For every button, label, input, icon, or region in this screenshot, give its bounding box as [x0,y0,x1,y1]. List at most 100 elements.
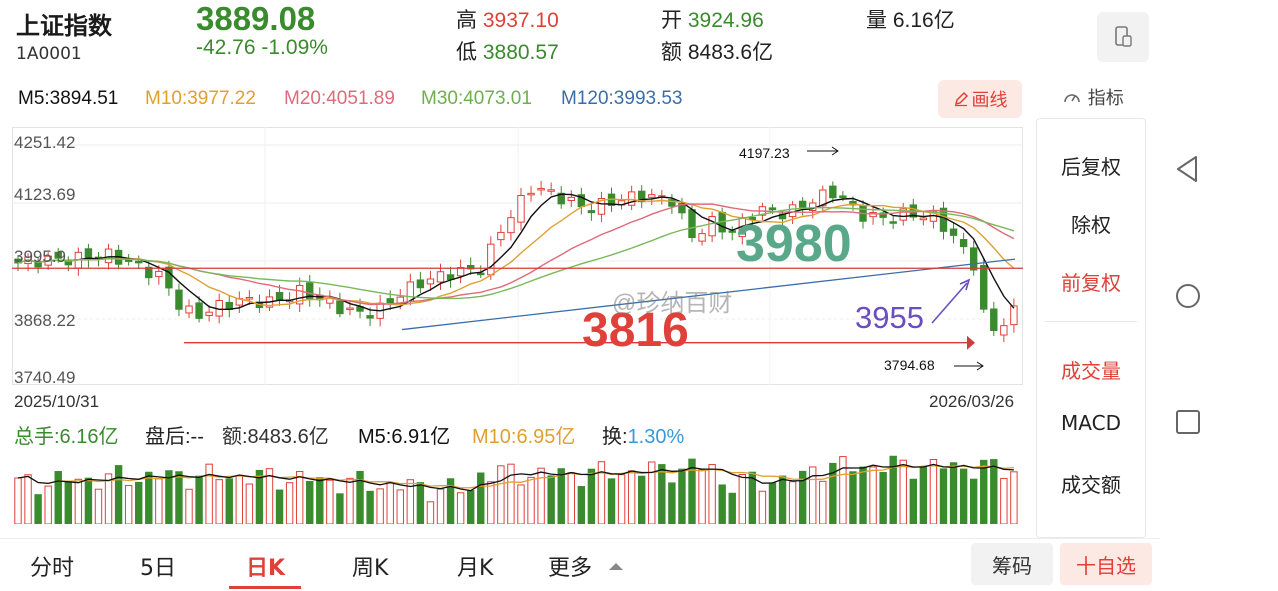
volume-bar [1000,477,1008,524]
volume-bar [708,464,716,524]
high-mark-label: 4197.23 [739,145,790,161]
y-tick-5: 3740.49 [14,368,76,387]
back-icon[interactable] [1172,153,1204,185]
volume-bar [648,461,656,524]
vol-after-hours: 盘后:-- [145,426,204,448]
candle-body [849,200,857,206]
vol-ma10-line [17,465,1014,489]
candle-body [597,198,606,215]
volume-bar [969,478,978,524]
vol-ma5-line [17,463,1014,492]
candle-body [567,196,575,202]
tab-5day[interactable]: 5日 [140,556,176,581]
vol-ma5: M5:6.91亿 [358,426,451,448]
landscape-toggle-button[interactable] [1097,12,1149,62]
recents-icon[interactable] [1172,406,1204,438]
candle-body [587,210,596,214]
active-tab-indicator [229,586,301,589]
volume-bar [225,478,233,524]
drawn-lines [12,146,1023,371]
candle-body [477,272,485,276]
candle-body [175,289,183,310]
low-stat: 低 3880.57 [456,36,559,66]
candle-body [537,187,545,191]
volume-bar [376,488,384,524]
indicator-button[interactable]: 指标 [1062,84,1124,110]
candle-body [336,300,344,315]
chip-distribution-button[interactable]: 筹码 [971,543,1053,585]
candle-body [366,315,374,319]
start-date: 2025/10/31 [14,392,100,411]
volume-bar [577,486,586,524]
add-watchlist-button[interactable]: 十自选 [1060,543,1152,585]
volume-bar [316,477,324,524]
volume-bar [990,459,998,524]
ma120-line [401,258,1016,331]
volume-bar [517,484,525,524]
candle-body [426,278,435,285]
side-item-backward-adjust[interactable]: 后复权 [1061,155,1121,179]
volume-bar [477,472,485,524]
indicator-label: 指标 [1087,88,1124,109]
volume-bar [165,470,173,524]
side-item-volume[interactable]: 成交量 [1061,359,1121,383]
volume-chart[interactable] [12,448,1023,524]
candle-body [245,297,254,300]
volume-bar [426,501,435,524]
volume-bar [627,470,636,524]
side-item-turnover-amount[interactable]: 成交额 [1061,473,1121,497]
candle-body [829,185,837,199]
tab-daily-k[interactable]: 日K [246,556,286,581]
ma30-label: M30:4073.01 [421,88,532,109]
watermark: @珍纳百财 [612,290,733,317]
volume-bar [466,490,475,524]
volume-bar [537,467,545,524]
candle-body [949,228,958,236]
candle-body [135,260,143,264]
side-item-ex-rights[interactable]: 除权 [1071,213,1111,237]
open-value: 3924.96 [687,9,764,32]
volume-bar [436,488,445,524]
candle-body [205,311,213,316]
side-item-macd[interactable]: MACD [1061,411,1121,435]
volume-bar [185,488,193,524]
volume-bar [929,459,938,524]
volume-bar [195,475,203,524]
home-icon[interactable] [1172,280,1204,312]
vol-ma10: M10:6.95亿 [472,426,576,448]
tab-more-label: 更多 [548,556,593,581]
side-divider [1045,321,1137,322]
tab-more[interactable]: 更多 [548,550,625,582]
side-item-forward-adjust[interactable]: 前复权 [1061,271,1121,295]
high-label: 高 [456,9,477,32]
candle-body [497,231,505,241]
amount-value: 8483.6亿 [687,41,774,64]
annotation-3980: 3980 [736,215,852,273]
candle-body [155,270,163,278]
tab-intraday[interactable]: 分时 [30,556,75,581]
y-tick-2: 4123.69 [14,185,76,204]
volume-bar [487,481,495,524]
draw-line-button[interactable]: 画线 [938,80,1022,118]
volume-bar [889,455,897,524]
candle-body [295,284,304,305]
amount-label: 额 [661,41,682,64]
tab-weekly-k[interactable]: 周K [352,556,389,581]
kline-chart[interactable] [12,127,1023,385]
low-value: 3880.57 [482,41,559,64]
candle-body [919,217,928,221]
volume-bar [879,471,887,524]
tab-monthly-k[interactable]: 月K [457,556,494,581]
volume-bar [597,461,606,524]
candle-body [557,192,565,205]
support-arrow [967,335,975,350]
volume-bars [14,455,1018,524]
volume-bar [114,465,123,524]
candle-body [668,199,676,207]
y-tick-1: 4251.42 [14,133,76,152]
end-date: 2026/03/26 [929,392,1015,411]
candle-body [688,209,696,238]
vol-amount: 额:8483.6亿 [222,426,329,448]
volume-bar [456,492,465,524]
ma120-label: M120:3993.53 [561,88,683,109]
